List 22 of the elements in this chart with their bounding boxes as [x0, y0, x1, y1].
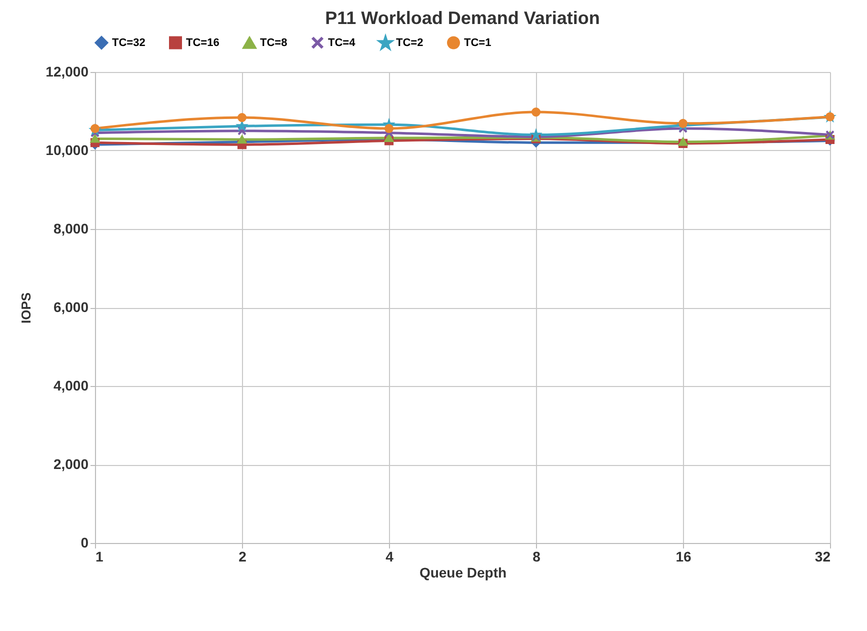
legend-label: TC=8 [260, 37, 288, 50]
y-tick-label: 2,000 [53, 456, 89, 472]
x-tick-label: 8 [532, 548, 541, 564]
y-tick-label: 12,000 [46, 64, 89, 80]
legend-label: TC=2 [396, 37, 424, 50]
chart-title: P11 Workload Demand Variation [325, 8, 600, 28]
x-tick-label: 16 [676, 548, 692, 564]
y-tick-label: 8,000 [53, 220, 89, 236]
legend-label: TC=32 [112, 36, 146, 49]
y-tick-label: 4,000 [53, 378, 89, 394]
legend-label: TC=16 [186, 36, 220, 49]
y-tick-label: 0 [80, 534, 89, 550]
x-tick-label: 1 [96, 548, 104, 564]
x-tick-label: 32 [814, 548, 831, 564]
y-axis-title: IOPS [18, 292, 34, 324]
x-tick-label: 2 [238, 548, 247, 564]
legend-label: TC=1 [464, 36, 492, 49]
x-axis-title: Queue Depth [419, 564, 507, 580]
y-tick-label: 6,000 [53, 299, 89, 315]
legend-label: TC=4 [328, 36, 356, 49]
x-tick-label: 4 [386, 548, 394, 564]
y-tick-label: 10,000 [46, 142, 89, 158]
